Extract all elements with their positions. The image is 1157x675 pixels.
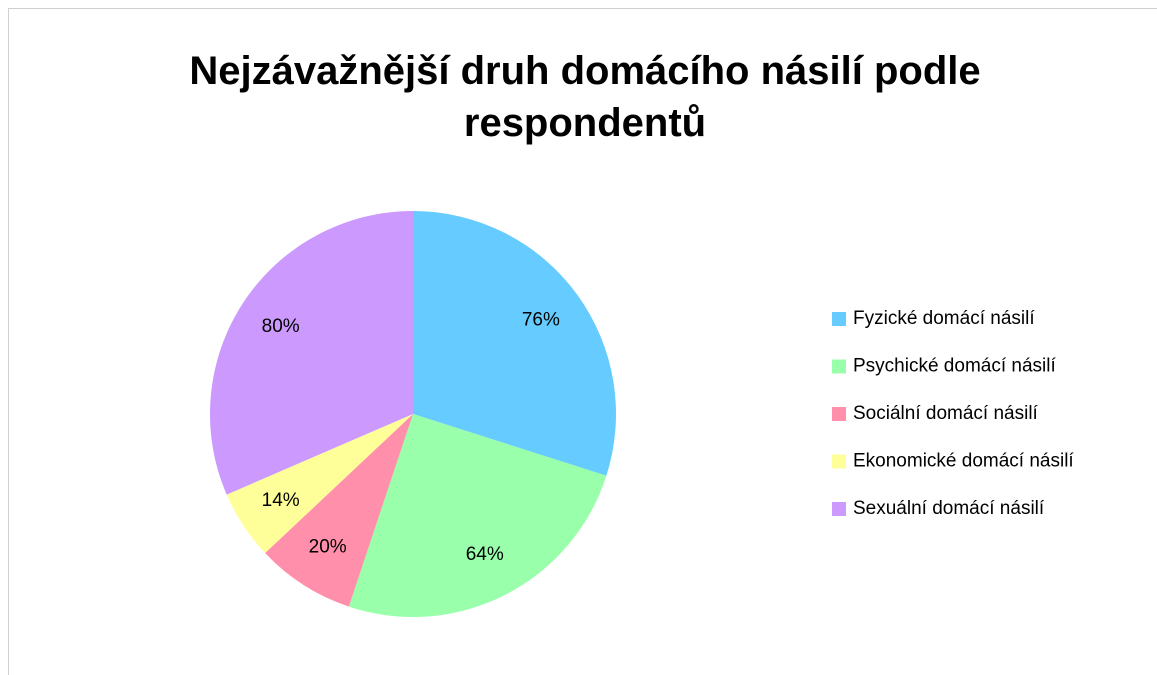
pie-slice [210,211,413,495]
data-label: 14% [262,490,300,511]
data-label: 64% [466,544,504,565]
pie-slice [348,414,607,617]
pie-slice [413,211,616,476]
chart-title: Nejzávažnější druh domácího násilí podle… [189,49,981,145]
legend-label: Fyzické domácí násilí [853,308,1035,329]
legend-label: Sociální domácí násilí [853,403,1039,424]
legend-label: Psychické domácí násilí [853,356,1056,377]
pie-slice [226,414,413,554]
legend-swatch [832,454,846,469]
legend-label: Sexuální domácí násilí [853,498,1045,519]
data-label: 80% [262,316,300,337]
legend-swatch [832,407,846,421]
pie-slice [265,414,413,607]
legend-label: Ekonomické domácí násilí [853,451,1074,472]
chart-border [8,8,1157,675]
legend-swatch [832,312,846,326]
data-label: 20% [309,536,347,557]
data-label: 76% [522,310,560,331]
legend-swatch [832,502,846,516]
legend-swatch [832,359,846,374]
